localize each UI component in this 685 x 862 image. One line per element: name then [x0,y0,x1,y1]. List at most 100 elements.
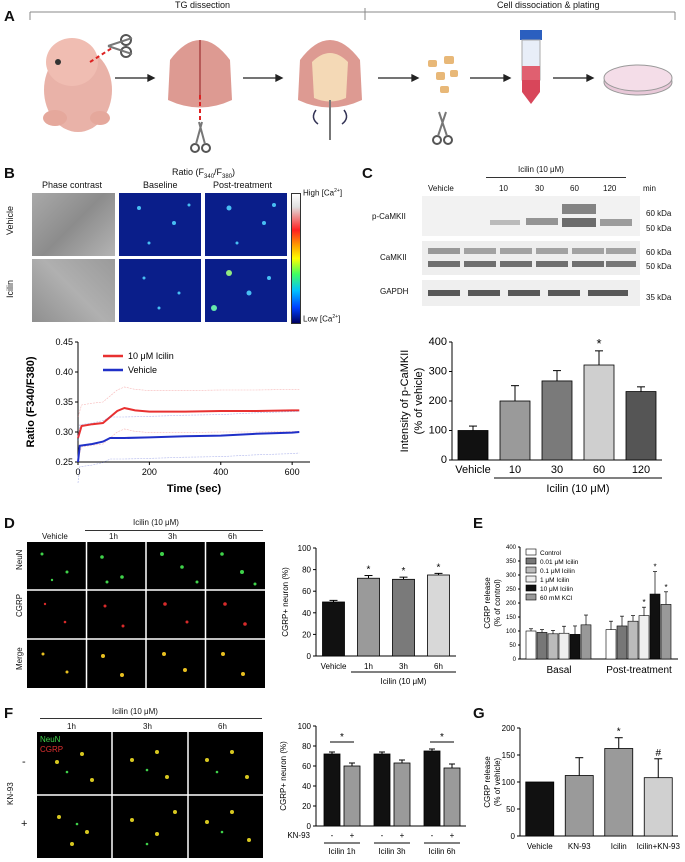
d-col-6h: 6h [228,532,237,541]
legend-swatch [525,548,537,556]
row-icilin: Icilin [5,279,15,298]
f-treatment: Icilin (10 μM) [112,707,158,716]
x-axis-label: Icilin (10 μM) [546,483,609,495]
panel-a-schematic [29,8,676,153]
y-tick-label: 100 [298,722,312,731]
kda-60-a: 60 kDa [646,209,672,218]
blot-pcamkii-label: p-CaMKII [372,212,406,221]
ratio-image-vehicle-baseline [119,193,201,256]
ratio-title: Ratio (F340/F380) [172,167,236,180]
kn93-state: + [400,831,405,840]
y-tick-label: 300 [429,366,447,378]
significance-mark: * [642,598,645,607]
significance-mark: * [440,732,444,743]
col-phase-contrast: Phase contrast [42,180,103,190]
series-error-upper [77,386,300,418]
legend-swatch [525,593,537,601]
c-treatment: Icilin (10 μM) [518,165,564,174]
y-tick-label: 80 [302,566,311,575]
y-tick-label: 20 [302,630,311,639]
y-tick-label: 150 [502,751,516,760]
panel-label-d: D [4,515,15,532]
f-stain-neun: NeuN [40,735,61,744]
y-tick-label: 0 [441,454,447,466]
legend-swatch [525,575,537,583]
kn93-state: - [431,831,434,840]
significance-mark: * [596,336,601,351]
significance-mark: * [664,583,667,592]
y-axis-label: Intensity of p-CaMKII [399,350,411,453]
x-tick-label: Vehicle [527,842,553,851]
significance-mark: * [617,727,621,738]
y-axis-label: CGRP release [483,756,492,808]
significance-mark: * [402,566,406,577]
step-tg-dissection: TG dissection [175,0,231,10]
d-row-cgrp: CGRP [15,593,24,617]
bar [616,625,628,660]
y-tick-label: 200 [502,724,516,733]
d-col-vehicle: Vehicle [42,532,68,541]
x-tick-label: 60 [593,464,605,476]
y-tick-label: 20 [302,802,311,811]
legend-label: Vehicle [128,365,157,375]
cgrp-release-bar-chart: 0 50 100 150 200 250 300 350 400 Basal * * * Post-tre… [483,545,678,676]
series-error-lower [77,428,300,460]
bar [525,630,537,660]
y-tick-label: 0 [511,832,516,841]
panel-label-b: B [4,165,15,182]
panel-label-e: E [473,515,484,532]
legend-label: 0.1 μM Icilin [540,568,575,575]
y-axis-label: CGRP+ neuron (%) [279,741,288,811]
kda-50-a: 50 kDa [646,224,672,233]
x-group-label: Icilin 3h [378,847,405,856]
bar [627,620,639,660]
bar [583,364,615,461]
lane-30: 30 [535,184,544,193]
dish-illustration [603,64,673,96]
y-tick-label: 100 [502,778,516,787]
y-tick-label: 60 [302,762,311,771]
pup-illustration [43,38,113,132]
y-tick-label: 40 [302,782,311,791]
scale-low: Low [Ca2+] [303,314,341,324]
y-tick-label: 0 [513,657,517,663]
colorbar [291,193,301,324]
x-tick-label: 6h [434,662,443,671]
y-tick-label: 100 [506,629,517,635]
cgrp-neuron-bar-chart: 0 20 40 60 80 100 Vehicle * 1h * 3h * 6h Icilin (10 μ… [281,544,456,686]
bar [660,604,672,660]
kn93-state: - [331,831,334,840]
bar [649,593,661,660]
kn93-row-label: KN-93 [287,831,310,840]
f-side-kn93: KN-93 [6,782,15,805]
d-col-3h: 3h [168,532,177,541]
bar [541,380,573,461]
opened-head-illustration [298,40,362,140]
y-tick-label: 200 [429,395,447,407]
y-tick-label: 50 [509,643,516,649]
d-row-neun: NeuN [15,549,24,570]
x-tick-label: Vehicle [321,662,347,671]
bar [605,629,617,660]
f-micrograph-grid [37,732,263,858]
kda-35: 35 kDa [646,293,672,302]
y-tick-label: 80 [302,742,311,751]
significance-mark: * [437,562,441,573]
y-axis-label: (% of vehicle) [493,757,502,806]
d-row-merge: Merge [15,647,24,670]
y-axis-label: CGRP+ neuron (%) [281,567,290,637]
bar [443,767,461,827]
series-error-lower [77,452,300,484]
lane-60: 60 [570,184,579,193]
kda-50-b: 50 kDa [646,262,672,271]
blot-gapdh-label: GAPDH [380,287,409,296]
legend-label: 60 mM KCl [540,595,573,602]
bar [525,781,555,837]
col-baseline: Baseline [143,180,178,190]
scissors-icon [432,111,453,145]
x-tick-label: Basal [546,665,571,676]
western-blot [422,196,640,306]
bar [373,753,391,827]
x-tick-label: 600 [285,467,300,477]
f-col-6h: 6h [218,722,227,731]
